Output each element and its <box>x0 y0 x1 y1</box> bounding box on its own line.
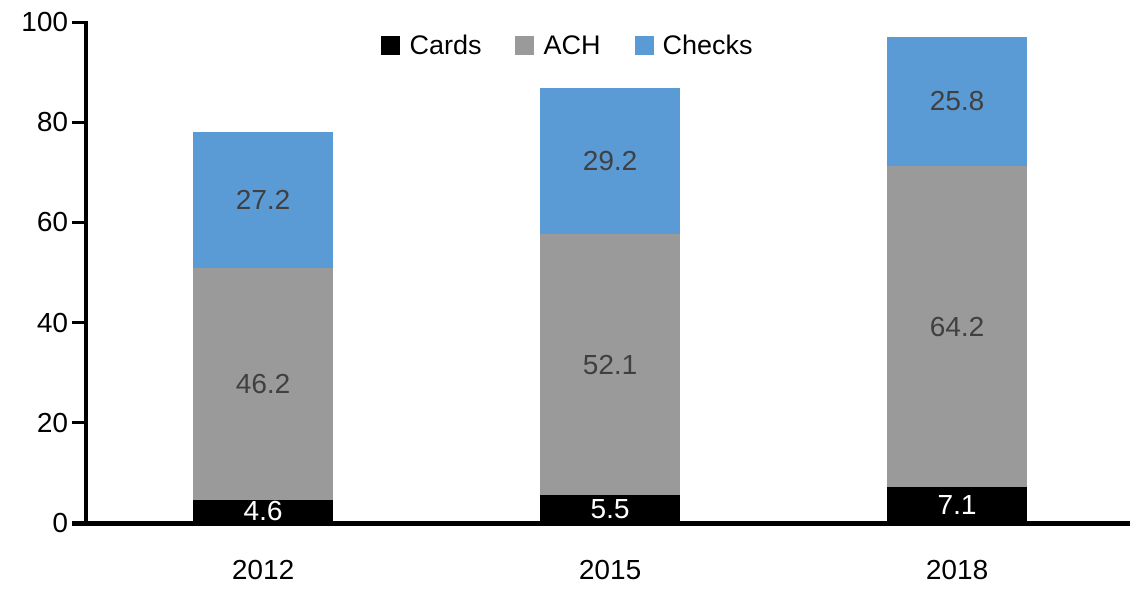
data-label: 5.5 <box>590 493 630 525</box>
legend-swatch-ach-icon <box>515 36 535 55</box>
data-label: 64.2 <box>929 310 985 342</box>
y-tick-label: 40 <box>36 306 68 338</box>
x-tick-label-2012: 2012 <box>231 554 295 585</box>
y-tick-label: 20 <box>36 406 68 438</box>
legend-swatch-checks-icon <box>634 36 654 55</box>
data-label: 7.1 <box>937 489 977 521</box>
legend-item-ach: ACH <box>515 30 601 60</box>
y-tick-label: 60 <box>36 206 68 238</box>
legend-label-cards: Cards <box>409 30 482 60</box>
legend-label-checks: Checks <box>662 30 753 60</box>
x-tick-label-2015: 2015 <box>578 554 642 585</box>
legend-item-checks: Checks <box>634 30 753 60</box>
bar-segment-ach-2012: 46.2 <box>193 268 333 500</box>
data-label: 52.1 <box>582 348 638 380</box>
data-label: 27.2 <box>235 184 291 216</box>
legend-item-cards: Cards <box>381 32 481 59</box>
legend-label-ach: ACH <box>543 30 601 60</box>
bar-segment-checks-2018: 25.8 <box>887 36 1027 166</box>
bar-segment-cards-2015: 5.5 <box>540 495 680 523</box>
bar-segment-cards-2012: 4.6 <box>193 495 333 527</box>
legend-swatch-cards-icon <box>381 36 401 55</box>
data-label: 4.6 <box>243 495 283 527</box>
y-axis-line <box>84 21 88 523</box>
x-tick-label-2018: 2018 <box>925 554 989 585</box>
bar-segment-ach-2015: 52.1 <box>540 234 680 496</box>
y-tick-label: 100 <box>21 6 68 37</box>
data-label: 46.2 <box>235 368 291 400</box>
y-tick-label: 80 <box>36 106 68 138</box>
chart-legend: Cards ACH Checks <box>0 32 1134 59</box>
bar-segment-checks-2015: 29.2 <box>540 88 680 235</box>
data-label: 25.8 <box>929 85 985 117</box>
y-tick-mark <box>72 321 85 325</box>
bar-segment-checks-2012: 27.2 <box>193 132 333 269</box>
bar-segment-ach-2018: 64.2 <box>887 165 1027 488</box>
y-tick-label: 0 <box>52 507 68 538</box>
y-tick-mark <box>72 421 85 425</box>
y-tick-mark <box>72 20 85 24</box>
data-label: 29.2 <box>582 145 638 177</box>
x-axis-line <box>72 521 1130 526</box>
y-tick-mark <box>72 120 85 124</box>
y-tick-mark <box>72 220 85 224</box>
bar-segment-cards-2018: 7.1 <box>887 487 1027 523</box>
